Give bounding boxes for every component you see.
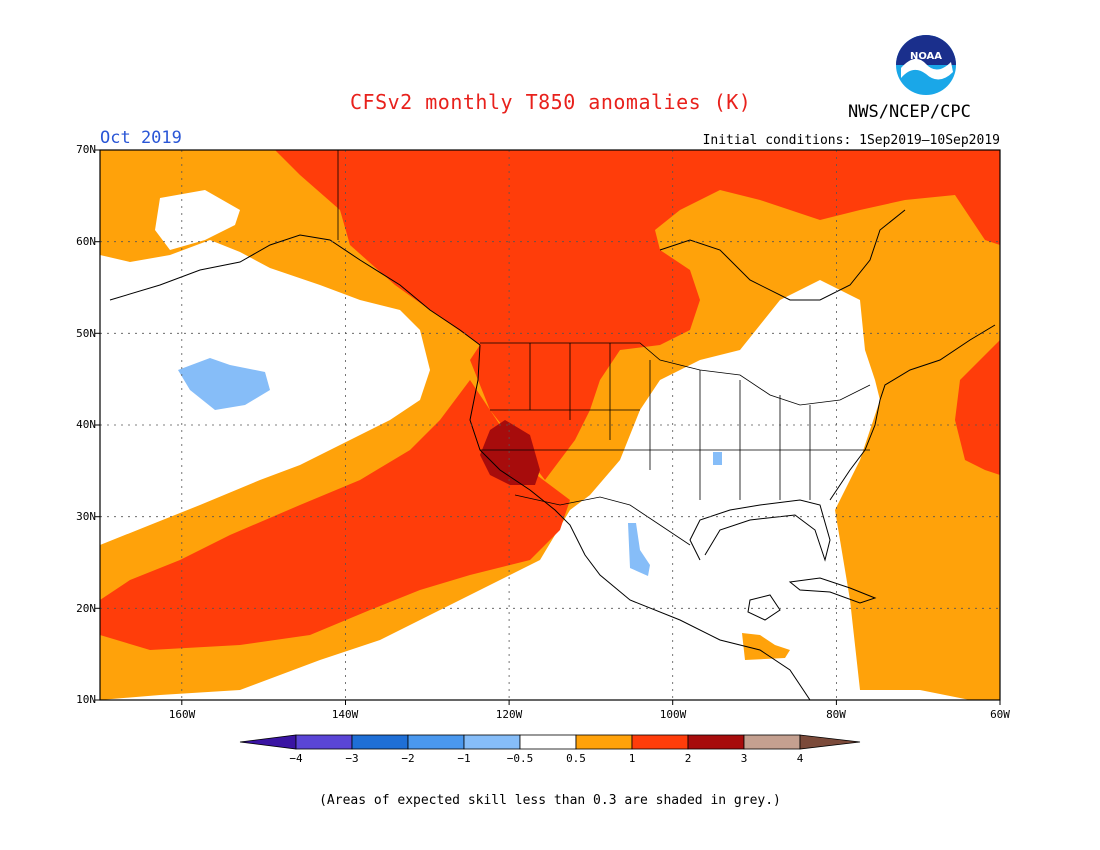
anomaly-region-neutral-bering — [155, 190, 240, 250]
colorbar — [239, 734, 861, 750]
skill-footnote: (Areas of expected skill less than 0.3 a… — [319, 793, 781, 808]
colorbar-label-neg05: −0.5 — [506, 752, 534, 765]
coastline-east — [829, 324, 996, 501]
colorbar-label-neg2: −2 — [401, 752, 415, 765]
state-lines-1 — [480, 343, 870, 500]
coastline-gulf — [689, 499, 831, 562]
colorbar-label-neg4: −4 — [289, 752, 303, 765]
colorbar-bin-1 — [295, 734, 353, 750]
anomaly-region-darkred-southwest — [480, 420, 540, 485]
anomaly-region-red-pacific — [100, 380, 570, 650]
agency-label: NWS/NCEP/CPC — [848, 102, 971, 122]
coastlines — [109, 209, 996, 700]
lon-label-60w: 60W — [990, 708, 1010, 721]
axis-ticks — [95, 149, 1001, 705]
lon-label-160w: 160W — [168, 708, 196, 721]
lat-label-50n: 50N — [76, 327, 96, 340]
coastline-hudson — [659, 209, 906, 301]
colorbar-bin-6 — [575, 734, 633, 750]
anomaly-region-cool-mexico — [628, 523, 650, 576]
colorbar-label-05: 0.5 — [566, 752, 586, 765]
colorbar-label-3: 3 — [740, 752, 748, 765]
colorbar-bin-2 — [351, 734, 409, 750]
gridlines — [100, 150, 1000, 700]
coastline-yucatan — [747, 594, 781, 621]
anomaly-region-red-atlantic — [955, 340, 1000, 475]
lat-label-20n: 20N — [76, 602, 96, 615]
colorbar-bin-5 — [519, 734, 577, 750]
coastline-alaska — [109, 234, 481, 346]
anomaly-region-cool-pacific — [178, 358, 270, 410]
lon-label-100w: 100W — [659, 708, 687, 721]
colorbar-bin-3 — [407, 734, 465, 750]
coastline-cuba — [788, 577, 877, 604]
colorbar-bin-4 — [463, 734, 521, 750]
border-us-mexico — [514, 494, 691, 546]
anomaly-region-orange-central-america — [742, 633, 790, 660]
political-borders — [337, 150, 871, 546]
colorbar-bin-9 — [743, 734, 801, 750]
lat-label-70n: 70N — [76, 143, 96, 156]
lat-label-60n: 60N — [76, 235, 96, 248]
initial-conditions: Initial conditions: 1Sep2019–10Sep2019 — [702, 133, 1000, 148]
coastline-west — [469, 344, 811, 700]
lat-label-30n: 30N — [76, 510, 96, 523]
lon-label-120w: 120W — [495, 708, 523, 721]
lon-label-80w: 80W — [826, 708, 846, 721]
colorbar-bin-7 — [631, 734, 689, 750]
colorbar-cap-low — [239, 734, 297, 750]
lon-label-140w: 140W — [331, 708, 359, 721]
anomaly-region-cool-plains — [713, 452, 722, 465]
border-us-canada — [480, 342, 871, 406]
colorbar-label-neg1: −1 — [457, 752, 471, 765]
colorbar-label-2: 2 — [684, 752, 692, 765]
colorbar-label-1: 1 — [628, 752, 636, 765]
forecast-month: Oct 2019 — [100, 128, 182, 148]
colorbar-label-4: 4 — [796, 752, 804, 765]
colorbar-cap-high — [799, 734, 861, 750]
anomaly-region-red-north — [275, 150, 1000, 480]
colorbar-bin-8 — [687, 734, 745, 750]
lat-label-40n: 40N — [76, 418, 96, 431]
colorbar-label-neg3: −3 — [345, 752, 359, 765]
logo-text: NOAA — [910, 51, 942, 62]
lat-label-10n: 10N — [76, 693, 96, 706]
noaa-logo: NOAA — [896, 35, 956, 95]
chart-title: CFSv2 monthly T850 anomalies (K) — [350, 90, 752, 114]
